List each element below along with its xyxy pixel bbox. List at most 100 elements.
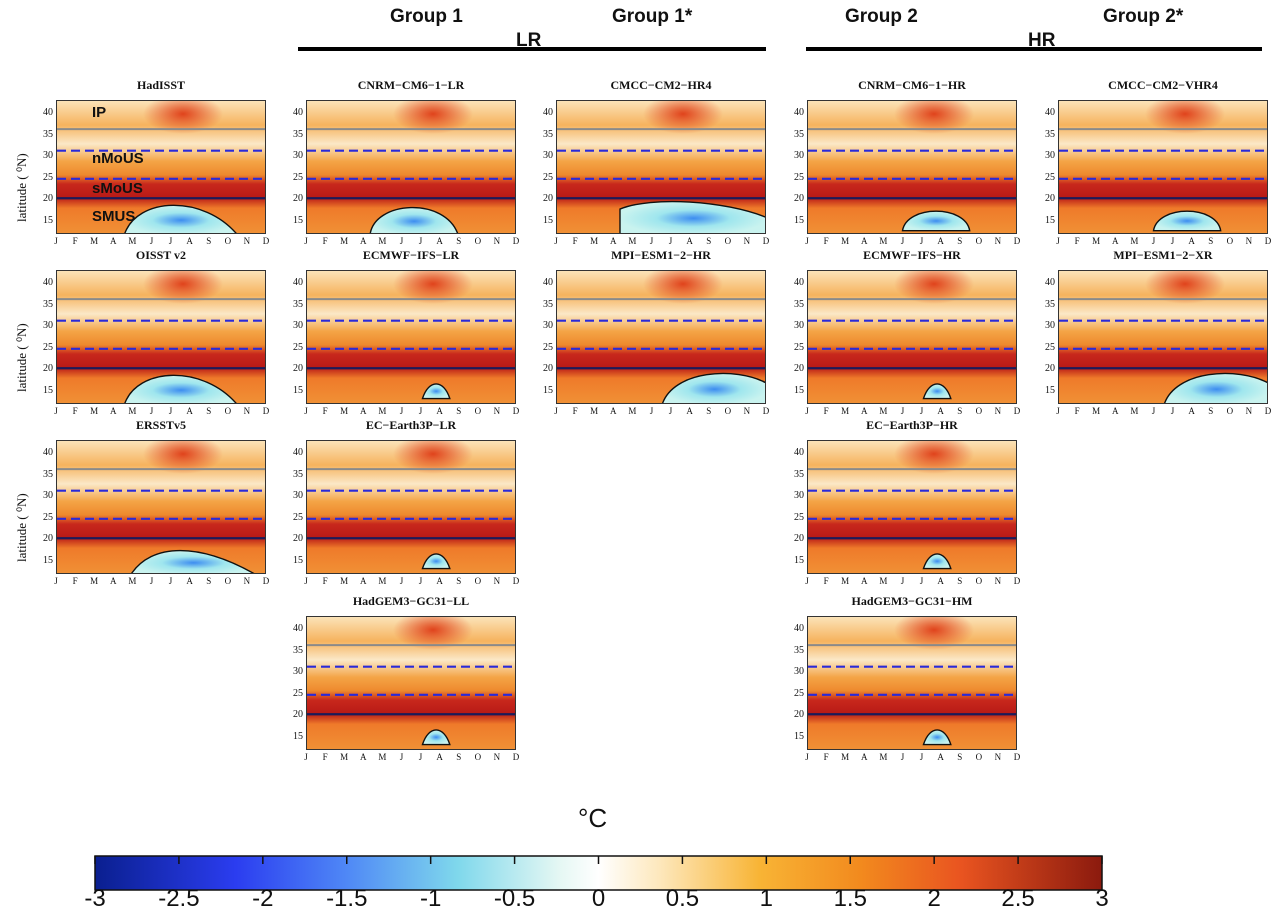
x-tick-label: J [418, 752, 423, 762]
x-tick-label: M [879, 752, 888, 762]
y-tick-label: 30 [543, 320, 553, 332]
y-tick-label: 35 [794, 298, 804, 310]
x-tick-label: J [1170, 236, 1175, 246]
x-tick-label: O [474, 752, 482, 762]
panel-cnrm-hr [807, 100, 1017, 234]
y-tick-label: 15 [1045, 385, 1055, 397]
x-tick-label: J [418, 406, 423, 416]
y-tick-label: 35 [794, 128, 804, 140]
x-tick-label: O [474, 406, 482, 416]
x-tick-label: D [1013, 576, 1021, 586]
y-tick-label: 40 [43, 276, 53, 288]
x-tick-label: A [686, 406, 693, 416]
x-tick-label: M [879, 236, 888, 246]
panel-oisst [56, 270, 266, 404]
heatmap-field [1059, 101, 1267, 233]
x-tick-label: M [90, 236, 99, 246]
x-tick-label: J [399, 406, 404, 416]
y-tick-label: 35 [43, 298, 53, 310]
heatmap-field [57, 271, 265, 403]
x-tick-label: A [186, 236, 193, 246]
x-tick-label: S [456, 406, 462, 416]
x-tick-label: S [957, 236, 963, 246]
x-tick-label: A [436, 576, 443, 586]
x-tick-label: J [919, 236, 924, 246]
x-tick-label: J [304, 236, 308, 246]
heatmap-field [307, 271, 515, 403]
y-tick-label: 40 [293, 446, 303, 458]
y-tick-label: 40 [43, 446, 53, 458]
x-tick-label: A [186, 576, 193, 586]
x-tick-label: J [399, 576, 404, 586]
negative-anomaly-contour [901, 210, 971, 232]
x-tick-label: D [1264, 236, 1271, 246]
panel-title-ersst: ERSSTv5 [135, 418, 187, 432]
x-tick-label: A [360, 752, 367, 762]
x-tick-label: J [168, 236, 173, 246]
negative-anomaly-contour [421, 729, 451, 746]
x-tick-label: A [610, 406, 617, 416]
negative-anomaly-contour [662, 372, 765, 403]
x-tick-label: O [474, 236, 482, 246]
y-tick-label: 30 [43, 490, 53, 502]
panel-ersst [56, 440, 266, 574]
panel-cnrm-lr [306, 100, 516, 234]
y-tick-label: 30 [293, 666, 303, 678]
heatmap-field [808, 271, 1016, 403]
hr-bracket [806, 47, 1262, 51]
summer-anomaly-max [393, 617, 473, 650]
panel-ece-lr [306, 440, 516, 574]
y-tick-label: 30 [794, 150, 804, 162]
negative-anomaly-contour [1152, 210, 1222, 232]
x-tick-label: A [360, 236, 367, 246]
x-tick-label: F [823, 406, 829, 416]
x-tick-label: M [90, 576, 99, 586]
x-tick-label: M [1092, 406, 1101, 416]
panel-title-hadgem-hm: HadGEM3−GC31−HM [851, 594, 973, 608]
x-tick-label: F [823, 752, 829, 762]
x-tick-label: J [304, 576, 308, 586]
x-tick-label: J [168, 576, 173, 586]
y-tick-label: 20 [293, 193, 303, 205]
y-tick-label: 20 [543, 193, 553, 205]
x-tick-label: M [590, 236, 599, 246]
negative-anomaly-contour [619, 200, 765, 233]
x-tick-label: N [1245, 236, 1253, 246]
x-tick-label: F [72, 576, 78, 586]
x-tick-label: O [224, 236, 232, 246]
x-tick-label: J [418, 576, 423, 586]
x-tick-label: N [994, 752, 1002, 762]
x-tick-label: F [823, 236, 829, 246]
y-tick-label: 20 [293, 709, 303, 721]
x-tick-label: N [743, 236, 751, 246]
x-tick-label: M [378, 406, 387, 416]
panel-title-cmcc-hr4: CMCC−CM2−HR4 [610, 78, 712, 92]
x-tick-label: O [1226, 236, 1234, 246]
x-tick-label: N [994, 406, 1002, 416]
y-tick-label: 15 [794, 215, 804, 227]
summer-anomaly-max [894, 271, 974, 304]
x-tick-label: D [262, 576, 270, 586]
panel-mpi-xr [1058, 270, 1268, 404]
y-tick-label: 30 [794, 666, 804, 678]
x-tick-label: N [493, 236, 501, 246]
x-tick-label: M [128, 236, 137, 246]
y-tick-label: 40 [293, 622, 303, 634]
y-tick-label: 25 [293, 687, 303, 699]
y-tick-label: 35 [1045, 128, 1055, 140]
x-tick-label: M [340, 752, 349, 762]
x-tick-label: D [1013, 406, 1021, 416]
x-tick-label: F [72, 236, 78, 246]
x-tick-label: M [628, 236, 637, 246]
x-tick-label: M [340, 236, 349, 246]
x-tick-label: J [149, 406, 154, 416]
x-tick-label: N [493, 576, 501, 586]
y-tick-label: 40 [293, 106, 303, 118]
y-tick-label: 20 [794, 709, 804, 721]
x-tick-label: F [322, 236, 328, 246]
y-tick-label: 35 [293, 644, 303, 656]
y-tick-label: 20 [43, 363, 53, 375]
y-tick-label: 30 [543, 150, 553, 162]
y-tick-label: 35 [543, 298, 553, 310]
y-tick-label: 15 [543, 385, 553, 397]
